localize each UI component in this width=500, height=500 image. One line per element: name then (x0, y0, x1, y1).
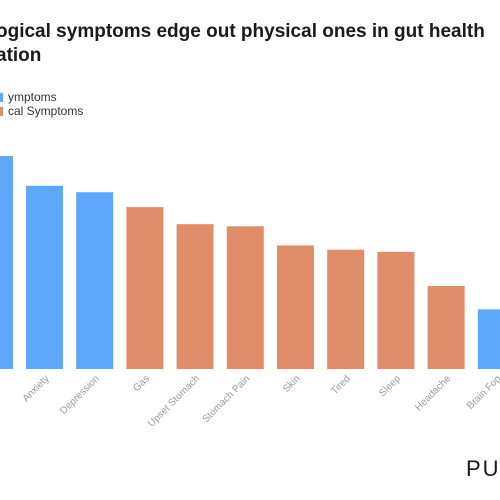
chart-title: ogical symptoms edge out physical ones i… (0, 20, 500, 68)
x-tick-label: Sleep (377, 373, 403, 399)
bar-skin (277, 245, 314, 369)
bar-upset-stomach (176, 224, 214, 369)
bar-partial (0, 156, 13, 369)
x-tick-label: Upset Stomach (146, 373, 202, 429)
x-tick-label: Skin (281, 373, 303, 395)
x-tick-label: Depression (58, 373, 102, 417)
brand-logo: PU (466, 456, 500, 481)
legend-swatch-physical (0, 106, 3, 116)
bar-sleep (377, 251, 415, 369)
bar-brain-fog (477, 309, 500, 369)
bar-stomach-pain (226, 226, 264, 369)
bar-gas (126, 207, 164, 369)
legend-label-mental: ymptoms (8, 90, 57, 104)
title-line-2: ation (0, 45, 42, 66)
bar-anxiety (26, 185, 63, 369)
x-tick-label: Brain Fog (465, 373, 500, 411)
legend-item-physical: cal Symptoms (0, 104, 83, 118)
legend-label-physical: cal Symptoms (8, 104, 84, 118)
title-line-1: ogical symptoms edge out physical ones i… (0, 21, 485, 42)
bar-depression (76, 192, 114, 369)
legend-item-mental: ymptoms (0, 90, 83, 104)
legend-swatch-mental (0, 92, 3, 102)
bar-tired (327, 249, 365, 369)
x-tick-label: Anxiety (21, 373, 52, 404)
x-tick-label: Tired (329, 373, 353, 397)
x-tick-label: Gas (131, 373, 152, 394)
x-tick-label: Headache (413, 373, 453, 413)
bar-headache (427, 285, 465, 369)
x-tick-label: Stomach Pain (201, 373, 253, 425)
legend: ymptoms cal Symptoms (0, 90, 83, 118)
